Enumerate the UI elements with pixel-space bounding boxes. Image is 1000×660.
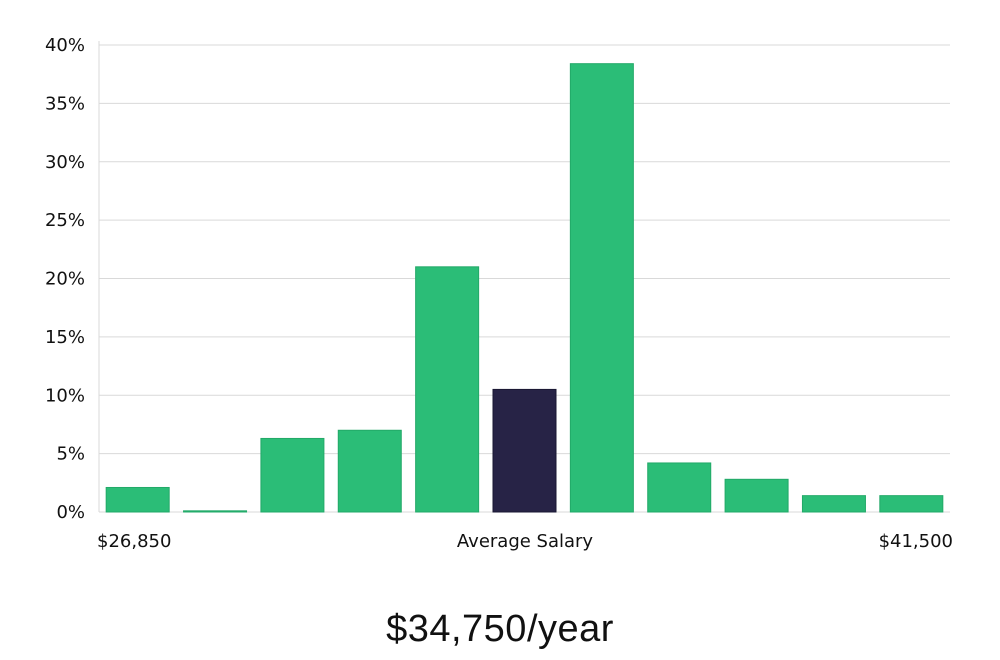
bar [647, 462, 712, 513]
salary-histogram: 0% 5% 10% 15% 20% 25% 30% 35% 40% $26,850 Averag… [45, 35, 953, 552]
bar [569, 63, 634, 513]
bar [801, 495, 866, 513]
bar [337, 429, 402, 513]
y-tick-label: 20% [45, 269, 85, 290]
y-tick-label: 35% [45, 93, 85, 114]
y-axis: 0% 5% 10% 15% 20% 25% 30% 35% 40% [45, 35, 100, 523]
bars [105, 63, 944, 513]
bar [105, 486, 170, 513]
y-tick-label: 25% [45, 210, 85, 231]
grid-lines [99, 44, 950, 513]
y-tick-label: 5% [56, 444, 85, 465]
bar [879, 495, 944, 513]
y-tick-label: 0% [56, 502, 85, 523]
x-axis-title: Average Salary [457, 531, 594, 552]
bar-average-salary [492, 388, 557, 513]
y-tick-label: 40% [45, 35, 85, 56]
y-tick-label: 15% [45, 327, 85, 348]
bar [183, 510, 248, 513]
bar [260, 437, 325, 513]
average-salary-headline: $34,750/year [386, 608, 614, 650]
y-tick-label: 10% [45, 385, 85, 406]
x-axis-min-label: $26,850 [97, 531, 171, 552]
x-axis-max-label: $41,500 [879, 531, 953, 552]
bar [724, 478, 789, 513]
y-tick-label: 30% [45, 152, 85, 173]
bar [415, 266, 480, 513]
